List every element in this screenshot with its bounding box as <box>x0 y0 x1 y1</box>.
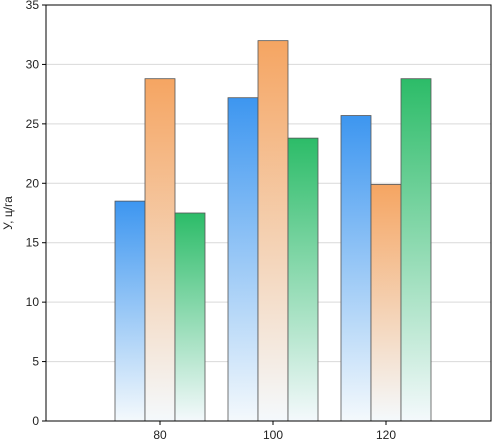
y-tick-label: 5 <box>32 355 39 369</box>
y-axis-label: У, ц/га <box>1 196 15 230</box>
y-tick-label: 10 <box>26 295 40 309</box>
y-tick-label: 25 <box>26 117 40 131</box>
bars <box>114 40 432 422</box>
bar-100-series-2 <box>257 40 289 422</box>
bar-120-series-1 <box>340 115 372 422</box>
x-axis: 80 100 120 <box>153 421 396 441</box>
y-axis: 0 5 10 15 20 25 30 35 <box>26 0 46 428</box>
bar-100-series-1 <box>227 97 259 422</box>
bar-80-series-1 <box>114 200 146 422</box>
y-tick-label: 15 <box>26 236 40 250</box>
bar-100-series-3 <box>287 137 319 422</box>
y-tick-label: 30 <box>26 57 40 71</box>
plot-frame <box>45 4 492 422</box>
bar-80-series-3 <box>174 212 206 422</box>
x-tick-label: 100 <box>263 428 283 441</box>
y-tick-label: 20 <box>26 176 40 190</box>
bar-120-series-2 <box>370 184 402 422</box>
bar-80-series-2 <box>144 78 176 422</box>
y-tick-label: 0 <box>32 414 39 428</box>
x-tick-label: 80 <box>153 428 167 441</box>
x-tick-label: 120 <box>376 428 396 441</box>
y-tick-label: 35 <box>26 0 40 12</box>
bar-120-series-3 <box>400 78 432 422</box>
